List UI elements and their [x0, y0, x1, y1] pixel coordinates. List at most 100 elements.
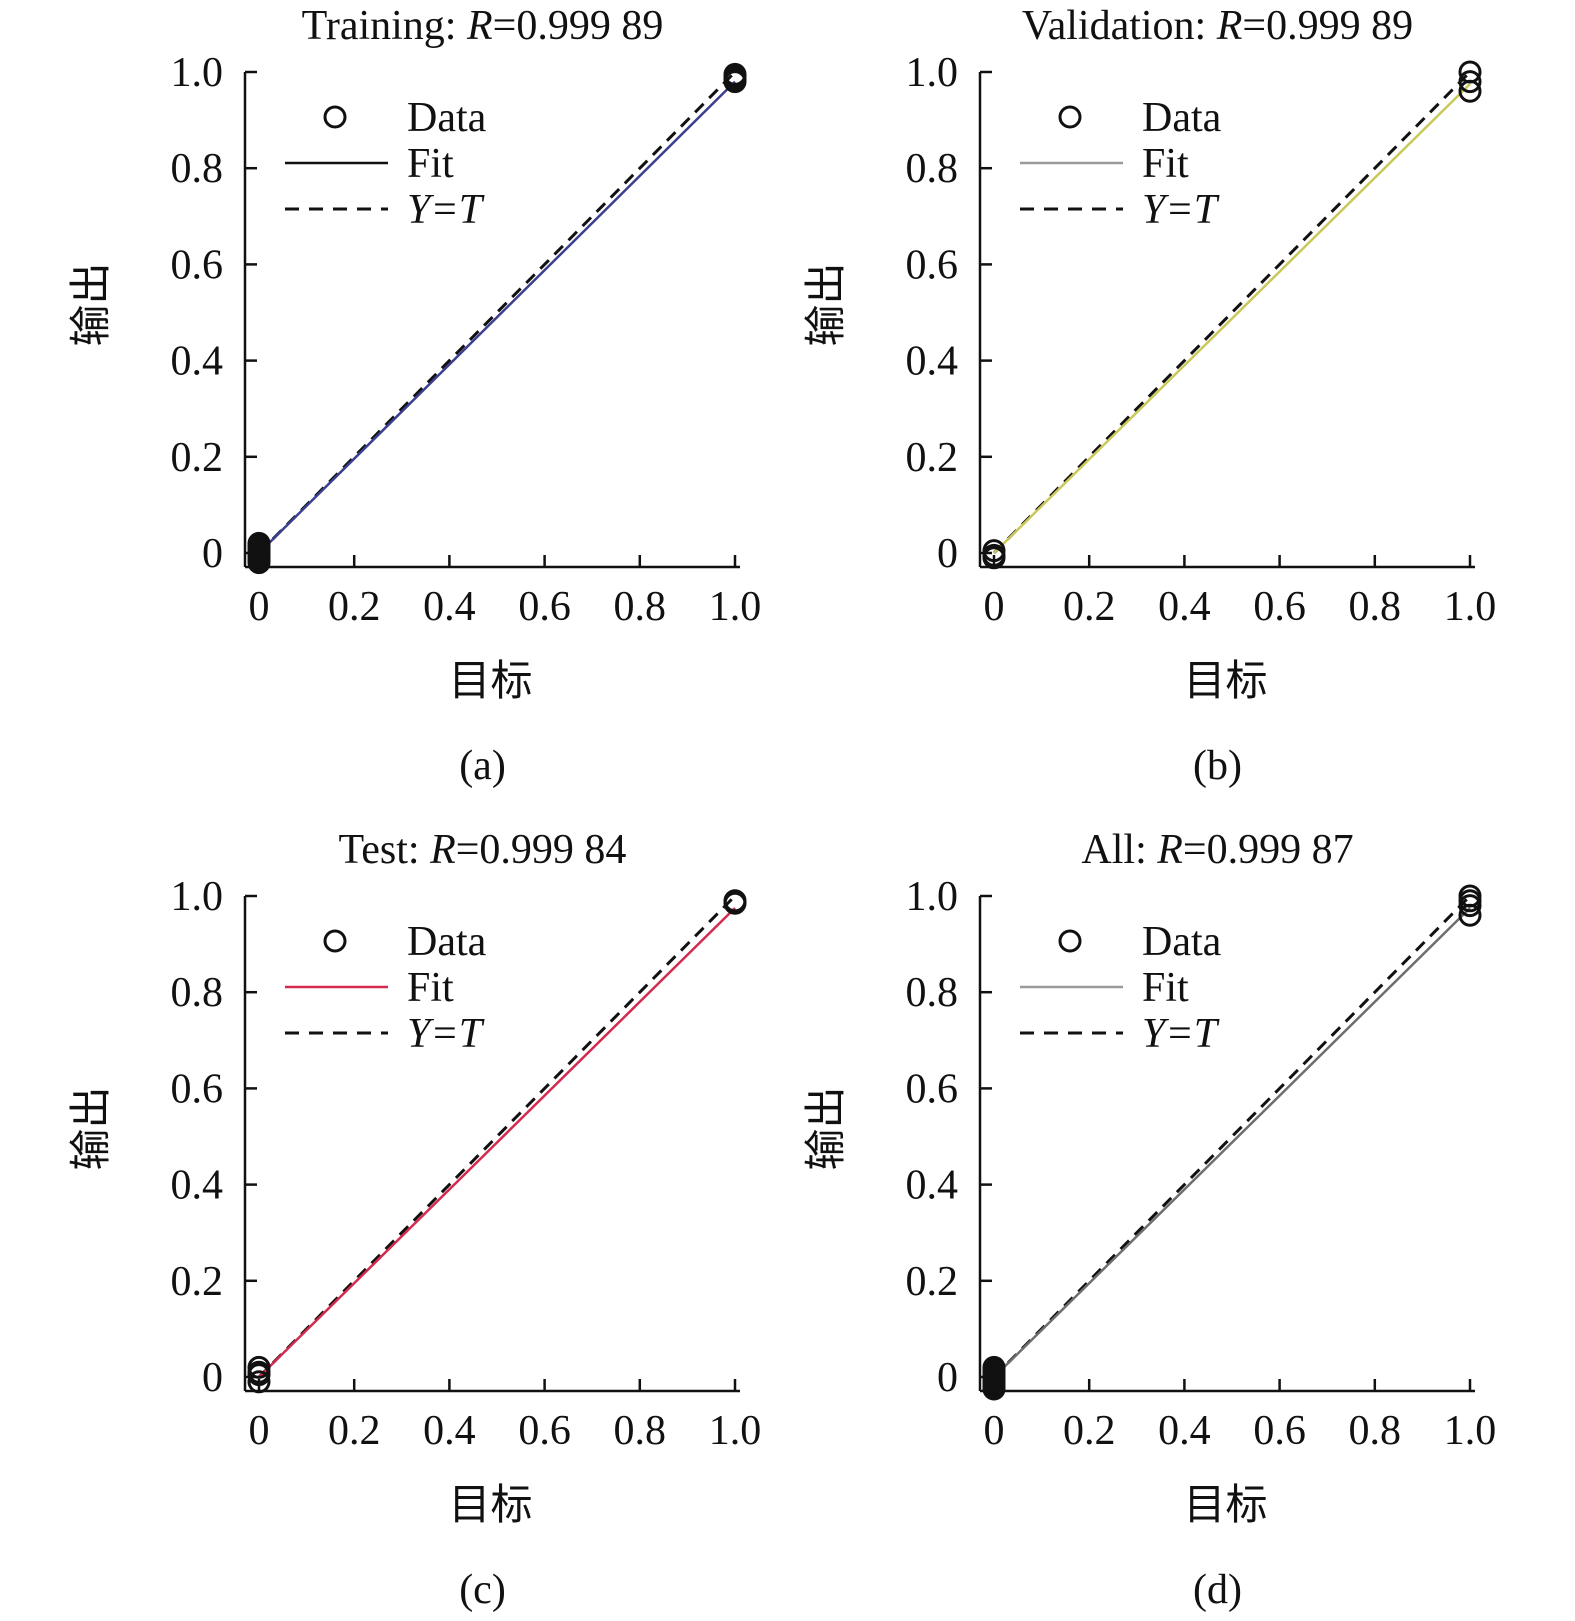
legend-label-y-equals-t: Y=T: [1142, 1011, 1220, 1057]
y-tick-label: 0.8: [171, 146, 224, 192]
legend-marker-data: [1058, 105, 1082, 129]
y-tick-label: 0: [202, 531, 223, 577]
x-axis-label: 目标: [448, 659, 532, 705]
y-tick-label: 0.6: [171, 242, 224, 288]
x-tick-label: 0.2: [328, 1408, 381, 1454]
x-axis-label: 目标: [1183, 1483, 1267, 1529]
chart-panel-b: Validation: R=0.999 89 0 0.2 0.4 0.6 0.8 1.0 0 0…: [804, 3, 1496, 789]
data-point: [982, 1377, 1006, 1401]
data-point: [723, 62, 747, 86]
y-tick-label: 0.8: [906, 146, 959, 192]
y-tick-label: 0.4: [171, 1163, 224, 1209]
data-point: [247, 548, 271, 572]
x-tick-label: 0.6: [1253, 1408, 1306, 1454]
data-point: [723, 891, 747, 915]
y-axis-label: 输出: [69, 1086, 115, 1170]
y-tick-label: 0.8: [171, 970, 224, 1016]
x-tick-label: 0: [249, 584, 270, 630]
panel-caption: (b): [1193, 743, 1242, 789]
legend-marker-data: [323, 929, 347, 953]
y-tick-label: 0.4: [906, 339, 959, 385]
x-tick-label: 0.4: [1158, 1408, 1211, 1454]
x-axis-label: 目标: [448, 1483, 532, 1529]
legend-label-data: Data: [407, 95, 487, 141]
data-point: [1458, 70, 1482, 94]
x-tick-label: 0: [984, 1408, 1005, 1454]
x-tick-label: 1.0: [709, 1408, 762, 1454]
fit-line: [258, 80, 736, 554]
x-tick-label: 0.4: [423, 1408, 476, 1454]
chart-panel-c: Test: R=0.999 84 0 0.2 0.4 0.6 0.8 1.0 0 0.2 0.4 0…: [69, 827, 761, 1613]
data-point: [247, 534, 271, 558]
panel-caption: (c): [459, 1567, 506, 1613]
y-tick-label: 1.0: [906, 50, 959, 96]
legend-label-data: Data: [407, 919, 487, 965]
x-tick-label: 0.8: [1349, 1408, 1402, 1454]
data-point: [982, 539, 1006, 563]
fit-line: [993, 907, 1471, 1378]
x-tick-label: 0.8: [614, 1408, 667, 1454]
x-tick-label: 0.6: [518, 584, 571, 630]
panel-caption: (a): [459, 743, 506, 789]
x-tick-label: 0.2: [1063, 584, 1116, 630]
x-tick-label: 0.6: [1253, 584, 1306, 630]
legend-label-y-equals-t: Y=T: [407, 1011, 485, 1057]
legend-label-fit: Fit: [1142, 965, 1189, 1011]
y-tick-label: 0.4: [906, 1163, 959, 1209]
x-tick-label: 0.4: [1158, 584, 1211, 630]
reference-line-y-equals-t: [257, 894, 737, 1379]
legend-label-fit: Fit: [407, 965, 454, 1011]
x-tick-label: 1.0: [1444, 584, 1497, 630]
reference-line-y-equals-t: [257, 70, 737, 555]
fit-line: [258, 907, 736, 1378]
y-tick-label: 1.0: [171, 874, 224, 920]
chart-panel-d: All: R=0.999 87 0 0.2 0.4 0.6 0.8 1.0 0 0.2 0.4 0.…: [804, 827, 1496, 1613]
x-axis-label: 目标: [1183, 659, 1267, 705]
legend-label-fit: Fit: [407, 141, 454, 187]
data-point: [247, 1360, 271, 1384]
x-tick-label: 0.2: [1063, 1408, 1116, 1454]
x-tick-label: 1.0: [709, 584, 762, 630]
x-tick-label: 0.8: [1349, 584, 1402, 630]
x-tick-label: 1.0: [1444, 1408, 1497, 1454]
legend-marker-data: [323, 105, 347, 129]
y-axis-label: 输出: [804, 262, 850, 346]
y-tick-label: 0: [202, 1355, 223, 1401]
legend-label-data: Data: [1142, 95, 1222, 141]
fit-line: [993, 83, 1471, 554]
reference-line-y-equals-t: [992, 894, 1472, 1379]
y-tick-label: 0: [937, 531, 958, 577]
y-tick-label: 0: [937, 1355, 958, 1401]
data-point: [982, 546, 1006, 570]
y-tick-label: 0.4: [171, 339, 224, 385]
y-tick-label: 0.6: [906, 1066, 959, 1112]
y-axis-label: 输出: [69, 262, 115, 346]
chart-title: All: R=0.999 87: [1081, 827, 1353, 873]
y-tick-label: 0.2: [171, 1259, 224, 1305]
data-point: [1458, 894, 1482, 918]
y-tick-label: 1.0: [171, 50, 224, 96]
data-point: [1458, 903, 1482, 927]
data-point: [247, 1370, 271, 1394]
legend-label-fit: Fit: [1142, 141, 1189, 187]
x-tick-label: 0.8: [614, 584, 667, 630]
x-tick-label: 0: [249, 1408, 270, 1454]
chart-title: Training: R=0.999 89: [302, 3, 664, 49]
x-tick-label: 0.6: [518, 1408, 571, 1454]
data-point: [723, 70, 747, 94]
data-point: [1458, 79, 1482, 103]
reference-line-y-equals-t: [992, 70, 1472, 555]
y-tick-label: 0.8: [906, 970, 959, 1016]
chart-title: Validation: R=0.999 89: [1022, 3, 1413, 49]
y-tick-label: 0.2: [171, 435, 224, 481]
legend-label-y-equals-t: Y=T: [407, 187, 485, 233]
x-tick-label: 0.2: [328, 584, 381, 630]
panel-caption: (d): [1193, 1567, 1242, 1613]
y-axis-label: 输出: [804, 1086, 850, 1170]
chart-panel-a: Training: R=0.999 89 0 0.2 0.4 0.6 0.8 1.0 0 0.2…: [69, 3, 761, 789]
y-tick-label: 0.2: [906, 1259, 959, 1305]
x-tick-label: 0: [984, 584, 1005, 630]
y-tick-label: 1.0: [906, 874, 959, 920]
y-tick-label: 0.6: [906, 242, 959, 288]
